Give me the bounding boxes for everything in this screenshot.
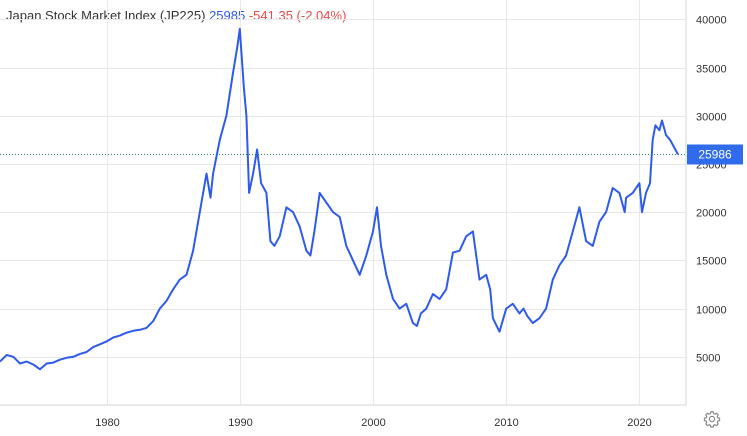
x-tick-label: 2000 — [361, 417, 385, 429]
price-label-value: 25986 — [698, 148, 732, 162]
grid-lines — [0, 0, 687, 406]
y-tick-label: 35000 — [696, 64, 727, 76]
gear-icon[interactable] — [703, 410, 721, 428]
y-tick-label: 30000 — [696, 112, 727, 124]
series-jp225[interactable] — [0, 27, 679, 371]
current-price-label: 25986 — [687, 144, 743, 165]
x-tick-label: 2010 — [494, 417, 518, 429]
y-tick-label: 20000 — [696, 208, 727, 220]
x-tick-label: 2020 — [627, 417, 651, 429]
y-tick-label: 5000 — [696, 353, 720, 365]
price-label-box — [687, 144, 743, 165]
x-tick-label: 1980 — [95, 417, 119, 429]
x-tick-label: 1990 — [228, 417, 252, 429]
series-line[interactable] — [0, 27, 679, 371]
y-tick-label: 40000 — [696, 15, 727, 27]
y-tick-label: 10000 — [696, 305, 727, 317]
y-tick-label: 15000 — [696, 256, 727, 268]
x-axis: 1980 1990 2000 2010 2020 — [95, 417, 651, 429]
